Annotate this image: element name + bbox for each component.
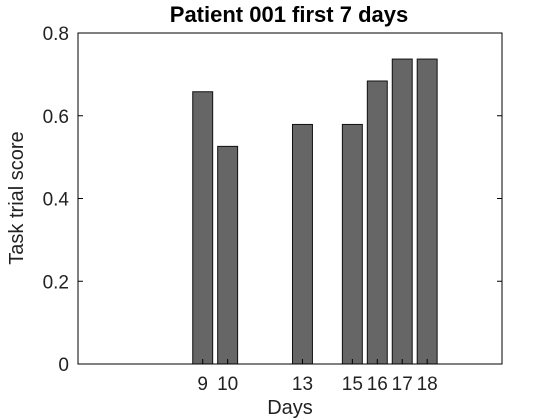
x-tick-label: 15 [342, 374, 363, 395]
plot-frame [77, 32, 503, 365]
bars-layer [192, 58, 438, 365]
y-tick-label: 0.2 [43, 272, 69, 293]
bar-day-9 [192, 91, 214, 365]
x-tick-label: 13 [292, 374, 313, 395]
x-tick-label: 17 [392, 374, 413, 395]
bar-day-17 [391, 58, 413, 365]
bar-day-10 [217, 145, 239, 365]
bar-day-16 [366, 80, 388, 365]
bar-day-15 [341, 123, 363, 365]
y-tick-label: 0 [58, 355, 69, 376]
y-tick-label: 0.8 [43, 24, 69, 45]
y-tick-label: 0.6 [43, 107, 69, 128]
ticks-layer: 9 10 13 15 16 17 18 0 0.2 0.4 0.6 0.8 [43, 24, 502, 395]
x-tick-label: 10 [217, 374, 238, 395]
x-tick-label: 9 [197, 374, 208, 395]
x-tick-label: 16 [367, 374, 388, 395]
x-axis-label: Days [267, 397, 313, 419]
y-tick-label: 0.4 [43, 190, 70, 211]
bar-day-13 [291, 123, 313, 365]
x-tick-label: 18 [417, 374, 438, 395]
bar-day-18 [416, 58, 438, 365]
y-axis-label: Task trial score [6, 131, 28, 264]
chart-title: Patient 001 first 7 days [170, 2, 408, 27]
